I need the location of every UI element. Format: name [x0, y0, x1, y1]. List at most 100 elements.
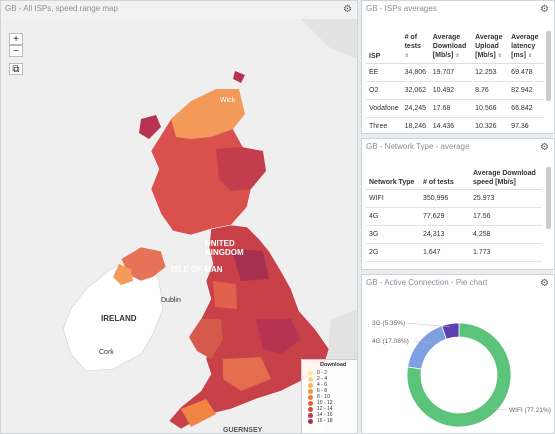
table-cell: 24,313 — [420, 225, 470, 244]
table-cell: 17.56 — [470, 207, 542, 226]
table-cell: 66.842 — [508, 99, 544, 118]
legend-label: 10 - 12 — [317, 400, 333, 406]
scrollbar[interactable] — [546, 167, 551, 229]
table-cell: 8.76 — [472, 81, 509, 100]
pie-label: 4G (17.08%) — [372, 338, 409, 345]
label-wick: Wick — [220, 97, 236, 104]
pie-slice-4g[interactable] — [407, 325, 447, 370]
label-ireland: IRELAND — [101, 314, 137, 323]
table-row[interactable]: Vodafone 24,245 17.68 10.566 66.842 — [366, 99, 544, 118]
legend-swatch — [308, 388, 313, 394]
crop-select-icon[interactable]: ⧉ — [9, 63, 23, 75]
speed-map[interactable] — [1, 19, 358, 434]
table-cell: 3G — [366, 225, 420, 244]
legend-label: 2 - 4 — [317, 376, 328, 382]
table-row[interactable]: 4G 77,629 17.56 — [366, 207, 542, 226]
legend-item: 16 - 18 — [308, 418, 357, 424]
table-cell: 25.973 — [470, 189, 542, 208]
legend-item: 6 - 8 — [308, 388, 357, 394]
table-cell: 32,062 — [401, 81, 430, 100]
table-cell: 10.566 — [472, 99, 509, 118]
table-cell: 4.258 — [470, 225, 542, 244]
legend-item: 0 - 2 — [308, 370, 357, 376]
legend-label: 6 - 8 — [317, 388, 328, 394]
network-type-panel: GB - Network Type - average ⚙ Network Ty… — [361, 138, 555, 270]
england — [168, 224, 330, 430]
legend-item: 2 - 4 — [308, 376, 357, 382]
label-guernsey: GUERNSEY — [223, 427, 263, 434]
table-cell: 10.492 — [429, 81, 473, 100]
table-cell: 97.36 — [508, 117, 544, 133]
legend-label: 16 - 18 — [317, 418, 333, 424]
table-row[interactable]: WIFI 350,996 25.973 — [366, 189, 542, 208]
table-cell: 77,629 — [420, 207, 470, 226]
legend-swatch — [308, 418, 313, 424]
legend-swatch — [308, 412, 313, 418]
table-cell: 4G — [366, 207, 420, 226]
table-cell: Vodafone — [366, 99, 402, 118]
table-cell: 1.773 — [470, 243, 542, 262]
table-cell: 14.436 — [429, 117, 473, 133]
zoom-in-button[interactable]: + — [9, 33, 23, 45]
table-cell: 2G — [366, 243, 420, 262]
isp-averages-panel: GB - ISPs averages ⚙ ISP # of tests ⇕ Av… — [361, 0, 555, 134]
table-row[interactable]: EE 34,806 19.707 12.253 69.478 — [366, 63, 544, 82]
col-download[interactable]: Average Download [Mb/s] ⇕ — [429, 31, 473, 64]
pie-label-line — [406, 322, 451, 328]
table-row[interactable]: 3G 24,313 4.258 — [366, 225, 542, 244]
table-cell: 18,246 — [401, 117, 430, 133]
legend-swatch — [308, 370, 313, 376]
legend-label: 12 - 14 — [317, 406, 333, 412]
pie-slice-3g[interactable] — [441, 322, 460, 340]
pie-label: WIFI (77.21%) — [509, 407, 551, 414]
table-cell: 24,245 — [401, 99, 430, 118]
col-download-speed[interactable]: Average Download speed [Mb/s] — [470, 167, 542, 190]
gear-icon[interactable]: ⚙ — [343, 4, 352, 15]
network-table: Network Type # of tests Average Download… — [366, 167, 542, 262]
legend-label: 14 - 16 — [317, 412, 333, 418]
pie-chart: WIFI (77.21%) 4G (17.08%) 3G (5.35%) — [372, 320, 551, 428]
pie-panel-title: GB - Active Connection - Pie chart — [366, 278, 488, 287]
col-isp[interactable]: ISP — [366, 31, 402, 64]
gear-icon[interactable]: ⚙ — [540, 4, 549, 15]
table-row[interactable]: O2 32,062 10.492 8.76 82.942 — [366, 81, 544, 100]
col-tests[interactable]: # of tests — [420, 167, 470, 190]
active-connection-panel: GB - Active Connection - Pie chart ⚙ WIF… — [361, 274, 555, 434]
network-panel-title: GB - Network Type - average — [366, 142, 470, 151]
legend-label: 0 - 2 — [317, 370, 328, 376]
pie-label-line — [413, 340, 433, 344]
col-upload[interactable]: Average Upload [Mb/s] ⇕ — [472, 31, 509, 64]
legend-title: Download — [320, 362, 347, 368]
legend-item: 8 - 10 — [308, 394, 357, 400]
table-row[interactable]: 2G 1,647 1.773 — [366, 243, 542, 262]
legend-swatch — [308, 376, 313, 382]
scrollbar[interactable] — [546, 31, 551, 101]
col-latency[interactable]: Average latency [ms] ⇕ — [508, 31, 544, 64]
table-cell: O2 — [366, 81, 402, 100]
table-cell: 10.326 — [472, 117, 509, 133]
legend-swatch — [308, 406, 313, 412]
zoom-out-button[interactable]: − — [9, 45, 23, 57]
legend-swatch — [308, 382, 313, 388]
legend-item: 14 - 16 — [308, 412, 357, 418]
legend-item: 12 - 14 — [308, 406, 357, 412]
col-tests[interactable]: # of tests ⇕ — [401, 31, 430, 64]
pie-slice-wifi[interactable] — [406, 322, 512, 428]
table-row[interactable]: Three 18,246 14.436 10.326 97.36 — [366, 117, 544, 133]
table-cell: 82.942 — [508, 81, 544, 100]
gear-icon[interactable]: ⚙ — [540, 142, 549, 153]
table-cell: WIFI — [366, 189, 420, 208]
col-network-type[interactable]: Network Type — [366, 167, 420, 190]
legend-item: 4 - 6 — [308, 382, 357, 388]
legend-item: 10 - 12 — [308, 400, 357, 406]
table-cell: 350,996 — [420, 189, 470, 208]
table-cell: 19.707 — [429, 63, 473, 82]
legend-label: 4 - 6 — [317, 382, 328, 388]
table-cell: 17.68 — [429, 99, 473, 118]
isp-panel-title: GB - ISPs averages — [366, 4, 437, 13]
pie-label: 3G (5.35%) — [372, 320, 405, 327]
table-cell: 12.253 — [472, 63, 509, 82]
legend-label: 8 - 10 — [317, 394, 330, 400]
gear-icon[interactable]: ⚙ — [540, 278, 549, 289]
